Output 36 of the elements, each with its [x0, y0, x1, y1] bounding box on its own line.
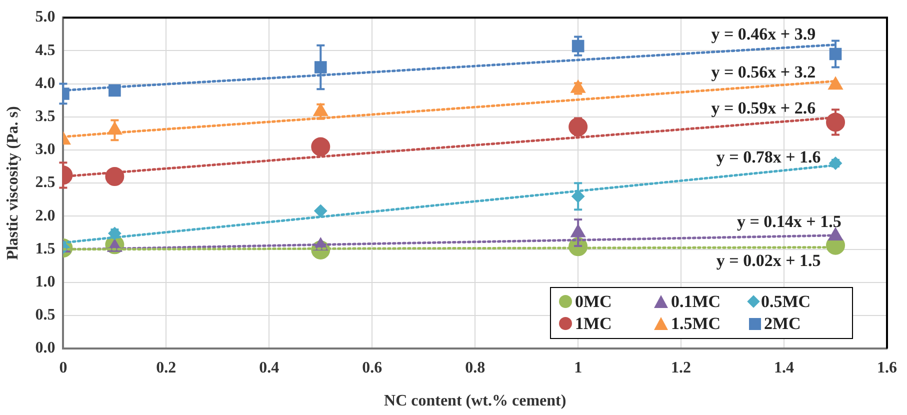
- x-tick-label: 0.4: [259, 359, 280, 376]
- x-axis-title: NC content (wt.% cement): [384, 392, 566, 410]
- annotation: y = 0.78x + 1.6: [716, 148, 821, 167]
- y-tick-label: 3.5: [35, 108, 56, 126]
- x-tick-label: 0.2: [156, 359, 176, 376]
- annotation: y = 0.02x + 1.5: [716, 251, 821, 270]
- y-tick-label: 2.5: [35, 174, 56, 192]
- x-tick-label: 1.4: [774, 359, 794, 376]
- annotation: y = 0.46x + 3.9: [711, 24, 816, 44]
- x-tick-label: 0.6: [362, 359, 382, 376]
- y-tick-label: 3.0: [35, 141, 56, 158]
- y-tick-label: 4.0: [35, 74, 56, 92]
- y-tick-label: 5.0: [35, 8, 56, 26]
- y-tick-label: 4.5: [35, 42, 56, 59]
- legend-label: 1.5MC: [671, 314, 721, 334]
- legend-label: 1MC: [575, 314, 612, 334]
- y-axis-title: Plastic viscosity (Pa. s): [4, 106, 22, 260]
- annotation: y = 0.14x + 1.5: [736, 212, 842, 231]
- annotation: y = 0.59x + 2.6: [711, 98, 816, 118]
- x-tick-label: 1.2: [671, 359, 692, 376]
- y-tick-label: 2.0: [35, 207, 56, 224]
- y-tick-label: 1.0: [35, 274, 56, 291]
- y-tick-label: 1.5: [35, 240, 56, 258]
- y-tick-label: 0.5: [35, 306, 56, 324]
- legend-label: 0.5MC: [761, 292, 811, 312]
- x-tick-label: 0: [59, 359, 68, 376]
- annotation: y = 0.56x + 3.2: [711, 62, 816, 82]
- y-tick-label: 0.0: [35, 340, 56, 357]
- x-tick-label: 1.6: [877, 359, 897, 376]
- legend-label: 0.1MC: [671, 292, 721, 312]
- x-tick-label: 1: [574, 359, 582, 376]
- legend-label: 2MC: [764, 314, 801, 334]
- x-tick-label: 0.8: [465, 359, 486, 376]
- legend-label: 0MC: [575, 292, 612, 312]
- point: [311, 137, 330, 156]
- point: [314, 204, 328, 218]
